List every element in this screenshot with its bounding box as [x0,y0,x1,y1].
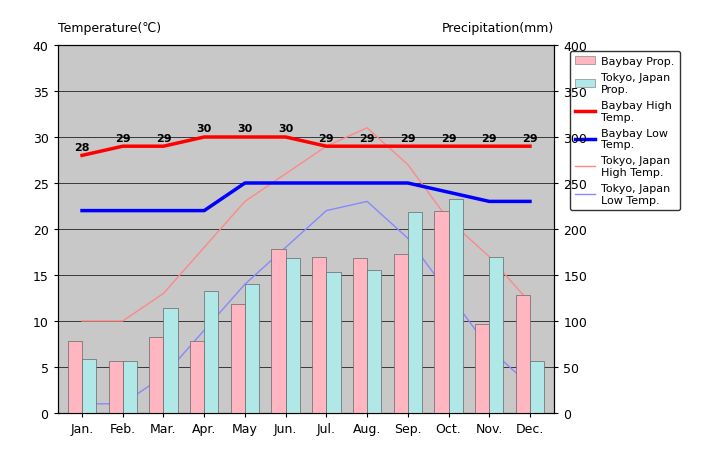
Text: 29: 29 [522,133,538,143]
Bar [230,305,245,413]
Text: 29: 29 [115,133,130,143]
Text: Temperature(℃): Temperature(℃) [58,22,161,35]
Bar [394,254,408,413]
Bar [68,341,82,413]
Text: 29: 29 [318,133,334,143]
Bar [122,362,137,413]
Bar [434,211,449,413]
Bar [286,259,300,413]
Text: Precipitation(mm): Precipitation(mm) [442,22,554,35]
Text: 30: 30 [278,124,293,134]
Bar [408,213,422,413]
Text: 30: 30 [238,124,253,134]
Bar [490,257,503,413]
Bar [367,271,382,413]
Bar [516,296,530,413]
Text: 30: 30 [197,124,212,134]
Bar [82,359,96,413]
Text: 28: 28 [74,142,90,152]
Text: 29: 29 [156,133,171,143]
Bar [163,308,178,413]
Bar [204,291,218,413]
Bar [312,257,326,413]
Bar [475,324,490,413]
Bar [271,250,286,413]
Bar [530,361,544,413]
Bar [149,337,163,413]
Bar [190,341,204,413]
Bar [326,273,341,413]
Text: 29: 29 [482,133,497,143]
Text: 29: 29 [441,133,456,143]
Bar [109,362,122,413]
Bar [245,285,259,413]
Text: 29: 29 [400,133,415,143]
Text: 29: 29 [359,133,375,143]
Bar [449,199,463,413]
Bar [353,259,367,413]
Legend: Baybay Prop., Tokyo, Japan
Prop., Baybay High
Temp., Baybay Low
Temp., Tokyo, Ja: Baybay Prop., Tokyo, Japan Prop., Baybay… [570,51,680,211]
